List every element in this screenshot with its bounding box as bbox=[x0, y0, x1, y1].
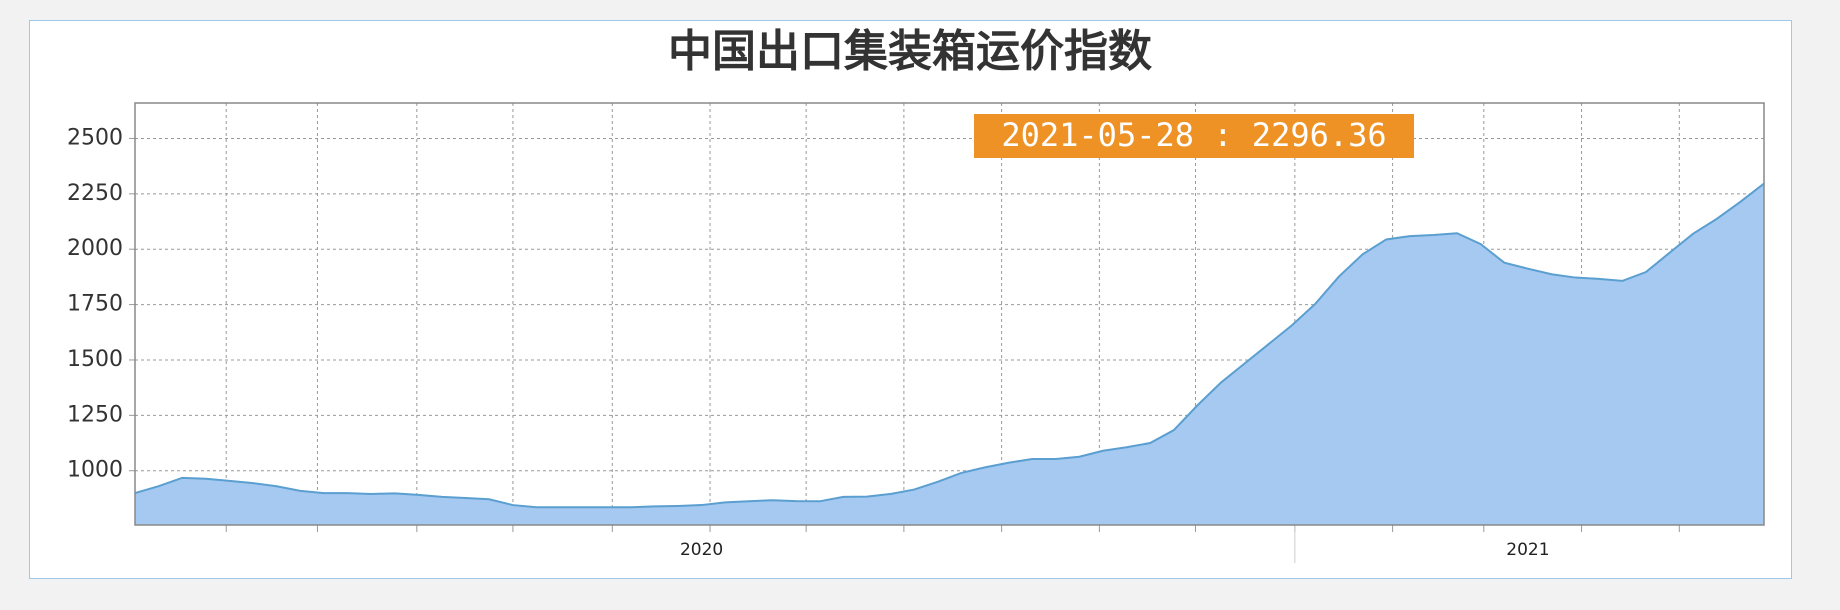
y-tick-label: 1000 bbox=[67, 458, 123, 483]
chart-title: 中国出口集装箱运价指数 bbox=[668, 26, 1152, 77]
x-tick-label: 2020 bbox=[680, 540, 723, 560]
y-tick-label: 2000 bbox=[67, 236, 123, 261]
area-fill bbox=[135, 183, 1764, 526]
tooltip-text: 2021-05-28 : 2296.36 bbox=[1001, 116, 1386, 154]
x-tick-label: 2021 bbox=[1506, 540, 1549, 560]
tooltip: 2021-05-28 : 2296.36 bbox=[974, 114, 1414, 158]
y-tick-label: 1500 bbox=[67, 347, 123, 372]
area-line bbox=[134, 182, 1765, 509]
y-tick-label: 1750 bbox=[67, 292, 123, 317]
tooltip-box bbox=[974, 114, 1414, 158]
plot-border bbox=[134, 102, 1765, 526]
y-tick-label: 2500 bbox=[67, 125, 123, 150]
y-tick-label: 1250 bbox=[67, 402, 123, 427]
y-tick-label: 2250 bbox=[67, 181, 123, 206]
